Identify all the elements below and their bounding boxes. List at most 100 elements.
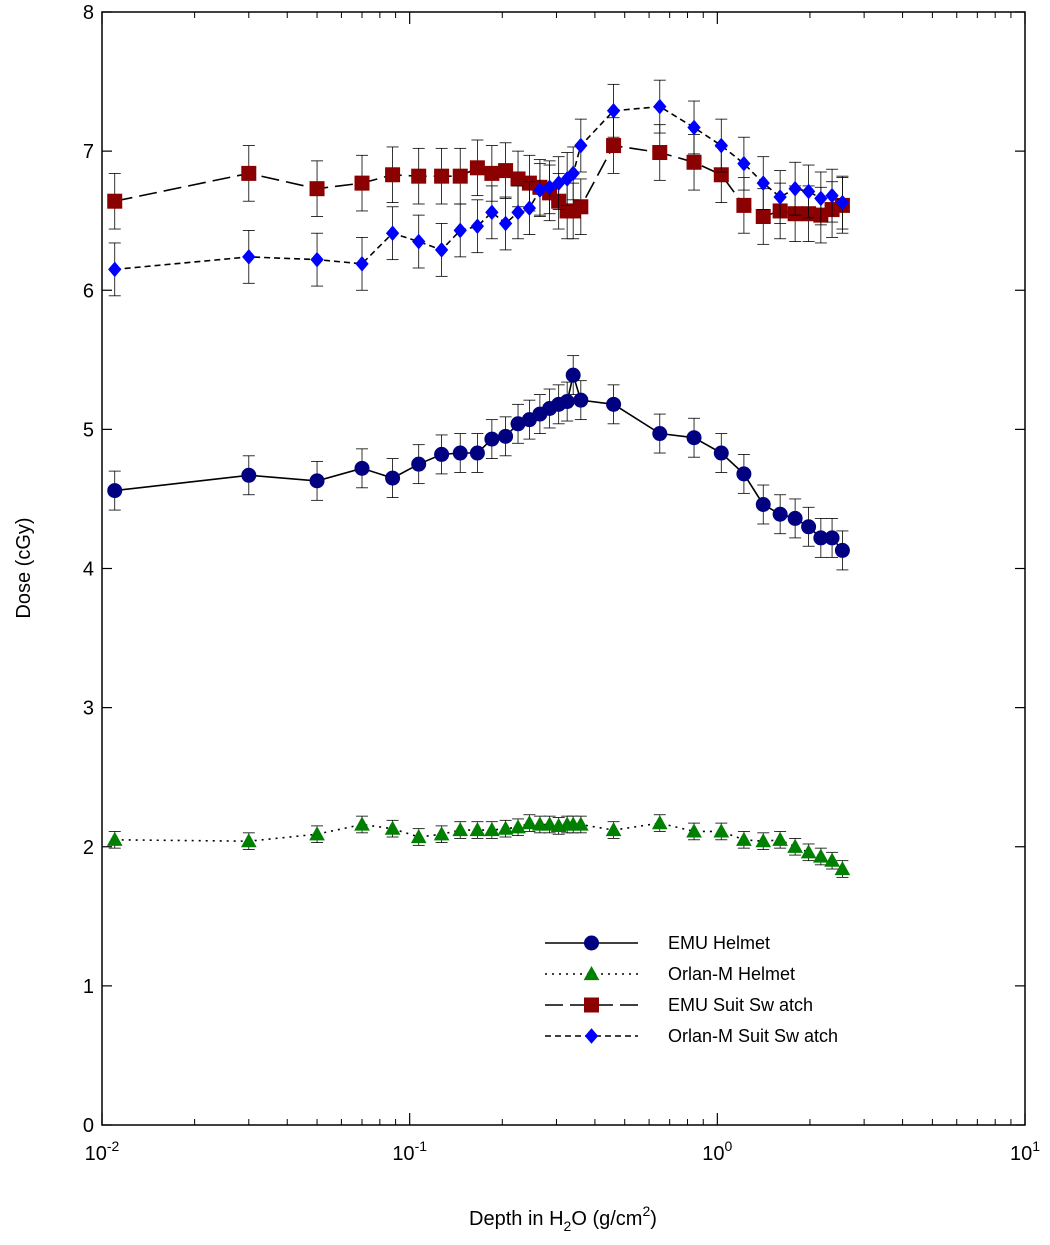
data-point <box>814 190 828 207</box>
series-line <box>114 144 843 218</box>
data-point <box>713 823 730 838</box>
data-point <box>385 470 401 486</box>
data-point <box>469 445 485 461</box>
y-tick-label: 3 <box>83 698 94 720</box>
data-point <box>106 831 123 846</box>
x-axis-label-part: ) <box>650 1208 657 1230</box>
data-point <box>824 530 840 546</box>
data-point <box>470 218 485 235</box>
data-point <box>241 467 257 483</box>
data-point <box>813 848 829 863</box>
data-point <box>108 261 122 278</box>
legend: EMU Helmet Orlan-M Helmet EMU Suit Sw atch… <box>545 933 838 1046</box>
data-point <box>410 828 427 844</box>
data-point <box>756 175 770 191</box>
y-tick-label: 2 <box>83 837 94 859</box>
data-point <box>736 831 752 846</box>
data-point <box>434 446 450 462</box>
data-point <box>411 168 427 184</box>
data-point <box>412 233 426 250</box>
data-point <box>573 392 589 408</box>
legend-marker <box>584 935 599 951</box>
y-tick-label: 0 <box>83 1115 94 1137</box>
data-point <box>800 844 817 859</box>
data-point <box>452 822 469 837</box>
data-point <box>755 833 772 848</box>
x-tick-label: 101 <box>1010 1138 1040 1165</box>
data-point <box>309 181 325 197</box>
data-point <box>835 194 850 211</box>
data-point <box>541 816 558 831</box>
series-line <box>114 105 843 271</box>
data-point <box>240 833 257 848</box>
data-point <box>434 168 450 184</box>
data-point <box>755 209 771 225</box>
x-axis-label-part: 2 <box>642 1203 650 1219</box>
data-point <box>522 200 537 216</box>
data-point <box>107 483 123 499</box>
data-point <box>686 823 702 838</box>
data-point <box>755 497 771 513</box>
data-point <box>433 826 450 841</box>
data-point <box>511 204 525 221</box>
data-point <box>469 822 486 837</box>
data-point <box>713 445 729 461</box>
data-point <box>354 175 370 191</box>
data-point <box>242 249 256 265</box>
data-point <box>788 180 802 197</box>
data-point <box>354 816 370 831</box>
legend-marker <box>584 997 599 1013</box>
data-point <box>787 838 803 853</box>
data-point <box>498 428 514 444</box>
data-point <box>452 168 468 184</box>
x-axis-label: Depth in H2O (g/cm2) <box>469 1203 657 1234</box>
legend-entry: Orlan-M Suit Sw atch <box>545 1026 838 1046</box>
data-point <box>107 193 123 209</box>
data-point <box>565 367 581 383</box>
data-point <box>737 155 751 172</box>
data-point <box>510 819 526 834</box>
data-point <box>354 460 370 476</box>
data-point <box>651 815 668 830</box>
data-point <box>309 473 325 489</box>
data-point <box>469 160 485 176</box>
x-axis-label-part: O (g/cm <box>571 1208 642 1230</box>
data-point <box>652 145 668 161</box>
data-point <box>787 510 803 526</box>
y-tick-label: 7 <box>83 141 94 163</box>
data-point <box>309 826 325 841</box>
x-tick-label: 10-2 <box>85 1138 120 1165</box>
x-tick-label: 10-1 <box>392 1138 427 1165</box>
legend-entry: Orlan-M Helmet <box>545 964 795 984</box>
x-tick-label: 100 <box>702 1138 732 1165</box>
data-point <box>498 215 513 232</box>
data-point <box>385 167 401 183</box>
data-point <box>434 242 449 258</box>
data-point <box>559 394 575 410</box>
series-layer <box>106 79 851 878</box>
data-point <box>605 822 622 837</box>
y-tick-label: 1 <box>83 976 94 998</box>
x-tick-exponent: -2 <box>107 1138 120 1154</box>
legend-entry: EMU Suit Sw atch <box>545 995 813 1015</box>
data-point <box>497 820 514 835</box>
data-point <box>532 816 548 831</box>
y-tick-label: 4 <box>83 559 94 581</box>
y-tick-label: 5 <box>83 419 94 441</box>
data-point <box>241 165 257 181</box>
y-axis-label: Dose (cGy) <box>13 517 35 618</box>
x-tick-base: 10 <box>85 1143 107 1165</box>
legend-entry: EMU Helmet <box>545 933 770 953</box>
data-point <box>484 431 500 447</box>
legend-label: EMU Suit Sw atch <box>668 995 813 1015</box>
x-tick-base: 10 <box>392 1143 414 1165</box>
series-orlan-m-suit-sw-atch <box>108 79 850 297</box>
legend-label: Orlan-M Helmet <box>668 964 795 984</box>
x-axis-label-part: 2 <box>564 1218 572 1234</box>
series-orlan-m-helmet <box>106 814 851 878</box>
data-point <box>573 199 589 215</box>
data-point <box>714 137 728 154</box>
data-point <box>772 506 788 522</box>
data-point <box>484 822 500 837</box>
